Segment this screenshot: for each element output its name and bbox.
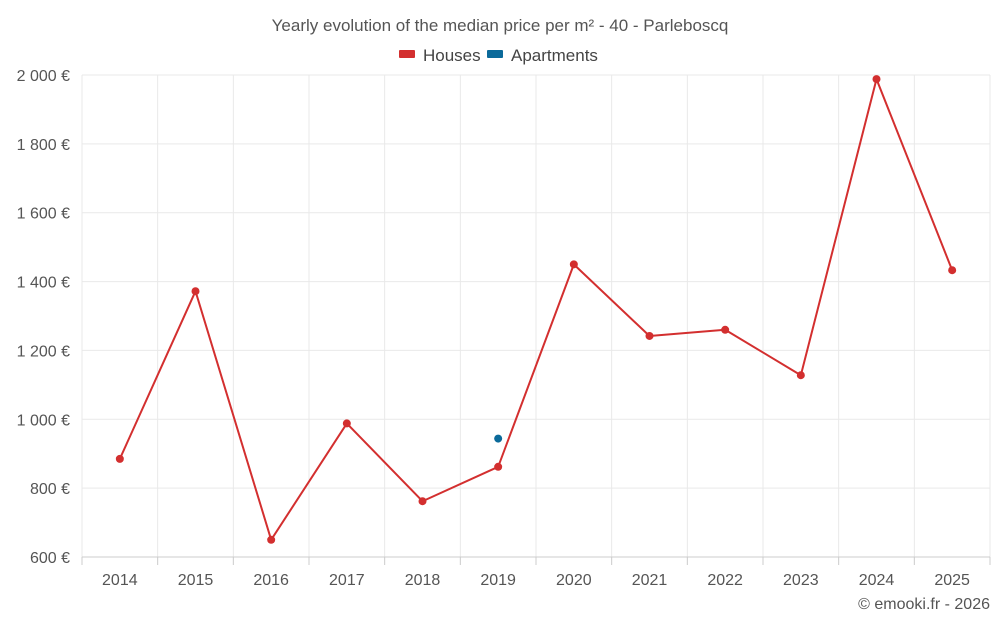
- x-tick-label: 2024: [859, 572, 895, 589]
- y-tick-label: 1 800 €: [17, 137, 70, 154]
- data-point-houses[interactable]: [796, 371, 805, 380]
- x-tick-label: 2020: [556, 572, 592, 589]
- y-tick-label: 600 €: [30, 550, 70, 567]
- data-point-houses[interactable]: [191, 287, 200, 296]
- y-tick-label: 1 000 €: [17, 412, 70, 429]
- x-tick-label: 2025: [934, 572, 970, 589]
- grid: [81, 74, 991, 557]
- data-point-apartments[interactable]: [494, 434, 503, 443]
- x-tick-label: 2015: [178, 572, 214, 589]
- series-line-houses: [118, 78, 954, 541]
- y-axis-labels: 600 € 800 € 1 000 € 1 200 € 1 400 € 1 600 € 1 …: [17, 68, 70, 567]
- x-tick-label: 2021: [632, 572, 668, 589]
- data-point-houses[interactable]: [948, 266, 957, 275]
- x-axis-labels: 2014 2015 2016 2017 2018 2019 2020 2021 2022 2023…: [102, 572, 970, 589]
- x-tick-label: 2019: [480, 572, 516, 589]
- x-tick-label: 2016: [253, 572, 289, 589]
- x-tick-label: 2022: [707, 572, 743, 589]
- data-point-houses[interactable]: [115, 454, 124, 463]
- chart-title: Yearly evolution of the median price per…: [272, 16, 729, 35]
- data-point-houses[interactable]: [267, 535, 276, 544]
- series-layer: [115, 75, 957, 544]
- legend-swatch: [487, 50, 503, 58]
- legend-swatch: [399, 50, 415, 58]
- x-tick-label: 2023: [783, 572, 819, 589]
- x-tick-label: 2014: [102, 572, 138, 589]
- legend[interactable]: Houses Apartments: [399, 46, 598, 65]
- axes: [81, 556, 991, 565]
- y-tick-label: 1 400 €: [17, 275, 70, 292]
- y-tick-label: 1 600 €: [17, 206, 70, 223]
- data-point-houses[interactable]: [645, 331, 654, 340]
- data-point-houses[interactable]: [418, 497, 427, 506]
- legend-label: Apartments: [511, 46, 598, 65]
- legend-item-houses[interactable]: Houses: [399, 46, 481, 65]
- series-apartments: [494, 434, 503, 443]
- y-tick-label: 2 000 €: [17, 68, 70, 85]
- data-point-houses[interactable]: [569, 260, 578, 269]
- data-point-houses[interactable]: [721, 325, 730, 334]
- data-point-houses[interactable]: [872, 75, 881, 84]
- series-houses: [115, 75, 957, 544]
- credit-text: © emooki.fr - 2026: [858, 596, 990, 613]
- legend-label: Houses: [423, 46, 481, 65]
- legend-item-apartments[interactable]: Apartments: [487, 46, 598, 65]
- data-point-houses[interactable]: [342, 419, 351, 428]
- y-tick-label: 800 €: [30, 481, 70, 498]
- data-point-houses[interactable]: [494, 462, 503, 471]
- x-tick-label: 2017: [329, 572, 365, 589]
- y-tick-label: 1 200 €: [17, 343, 70, 360]
- x-tick-label: 2018: [405, 572, 441, 589]
